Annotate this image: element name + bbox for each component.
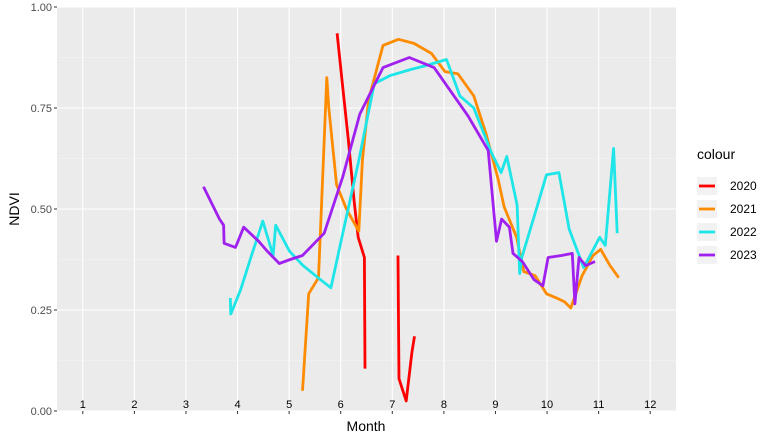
legend-label: 2022 xyxy=(730,225,757,239)
month-label: 3 xyxy=(183,399,189,411)
legend-item-2023: 2023 xyxy=(697,246,757,264)
month-labels: 1 2 3 4 5 6 7 8 9 10 11 12 xyxy=(80,399,657,411)
y-tick-label: 0.50 xyxy=(31,204,52,216)
month-label: 12 xyxy=(644,399,656,411)
legend-label: 2021 xyxy=(730,202,757,216)
y-axis-title: NDVI xyxy=(6,192,22,225)
y-tick-label: 1.00 xyxy=(31,2,52,14)
month-label: 4 xyxy=(234,399,240,411)
month-label: 6 xyxy=(338,399,344,411)
x-axis xyxy=(82,411,651,414)
month-label: 9 xyxy=(492,399,498,411)
month-label: 1 xyxy=(80,399,86,411)
legend-item-2021: 2021 xyxy=(697,200,757,218)
month-label: 10 xyxy=(541,399,553,411)
legend-label: 2023 xyxy=(730,248,757,262)
series-line-2022 xyxy=(228,58,619,316)
series-line-2023 xyxy=(202,56,596,306)
month-label: 11 xyxy=(593,399,604,411)
month-label: 8 xyxy=(441,399,447,411)
legend-title: colour xyxy=(697,146,735,162)
legend-item-2022: 2022 xyxy=(697,223,757,241)
series-2020 xyxy=(335,33,416,403)
y-axis: 0.00 0.25 0.50 0.75 1.00 xyxy=(31,2,57,418)
grid-major xyxy=(57,6,676,412)
series-line-2020 xyxy=(335,33,367,369)
month-label: 2 xyxy=(131,399,137,411)
legend-label: 2020 xyxy=(730,179,757,193)
month-label: 7 xyxy=(389,399,395,411)
y-tick-label: 0.00 xyxy=(31,406,52,418)
series-2022 xyxy=(228,58,619,316)
legend: colour 2020 2021 2022 2023 xyxy=(697,146,757,264)
grid-minor xyxy=(57,57,676,361)
series-2023 xyxy=(202,56,596,306)
month-label: 5 xyxy=(286,399,292,411)
legend-item-2020: 2020 xyxy=(697,177,757,195)
series-line-2020 xyxy=(396,255,416,403)
y-tick-label: 0.25 xyxy=(31,305,52,317)
y-tick-label: 0.75 xyxy=(31,103,52,115)
x-axis-title: Month xyxy=(347,418,386,434)
series-layer xyxy=(202,33,620,403)
